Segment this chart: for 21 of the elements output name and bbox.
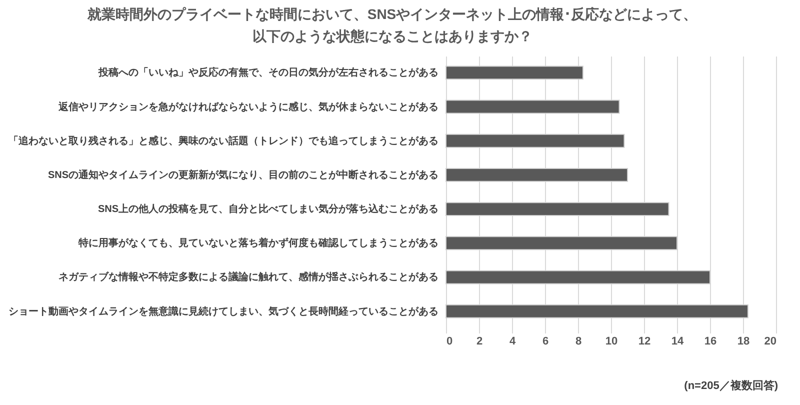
- y-tick-label: SNS上の他人の投稿を見て、自分と比べてしまい気分が落ち込むことがある: [98, 203, 438, 216]
- x-tick-label: 0: [446, 336, 453, 348]
- y-tick-label: 「追わないと取り残される」と感じ、興味のない話題（トレンド）でも追ってしまうことがある: [8, 134, 438, 147]
- y-tick-label: ネガティブな情報や不特定多数による議論に触れて、感情が揺さぶられることがある: [58, 271, 438, 284]
- x-tick-label: 16: [704, 336, 717, 348]
- y-tick-label: SNSの通知やタイムラインの更新新が気になり、目の前のことが中断されることがある: [48, 168, 438, 181]
- x-tick-label: 8: [575, 336, 582, 348]
- x-tick-label: 18: [737, 336, 750, 348]
- x-tick-label: 2: [476, 336, 483, 348]
- text: (n=205／複数回答): [684, 378, 778, 393]
- x-tick-label: 20: [764, 336, 776, 348]
- x-tick-label: 4: [509, 336, 516, 348]
- y-tick-label: ショート動画やタイムラインを無意識に見続けてしまい、気づくと長時間経っていることがある: [8, 305, 438, 318]
- y-tick-label: 返信やリアクションを急がなければならないように感じ、気が休まらないことがある: [58, 100, 438, 113]
- y-tick-label: 特に用事がなくても、見ていないと落ち着かず何度も確認してしまうことがある: [78, 237, 438, 250]
- x-tick-label: 12: [638, 336, 651, 348]
- x-tick-label: 14: [671, 336, 684, 348]
- x-tick-label: 6: [542, 336, 549, 348]
- x-tick-label: 10: [605, 336, 618, 348]
- chart-title: 就業時間外のプライベートな時間において、SNSやインターネット上の情報･反応などによって、以下のような状態になることはありますか？: [86, 6, 698, 45]
- y-tick-label: 投稿への「いいね」や反応の有無で、その日の気分が左右されることがある: [98, 66, 438, 79]
